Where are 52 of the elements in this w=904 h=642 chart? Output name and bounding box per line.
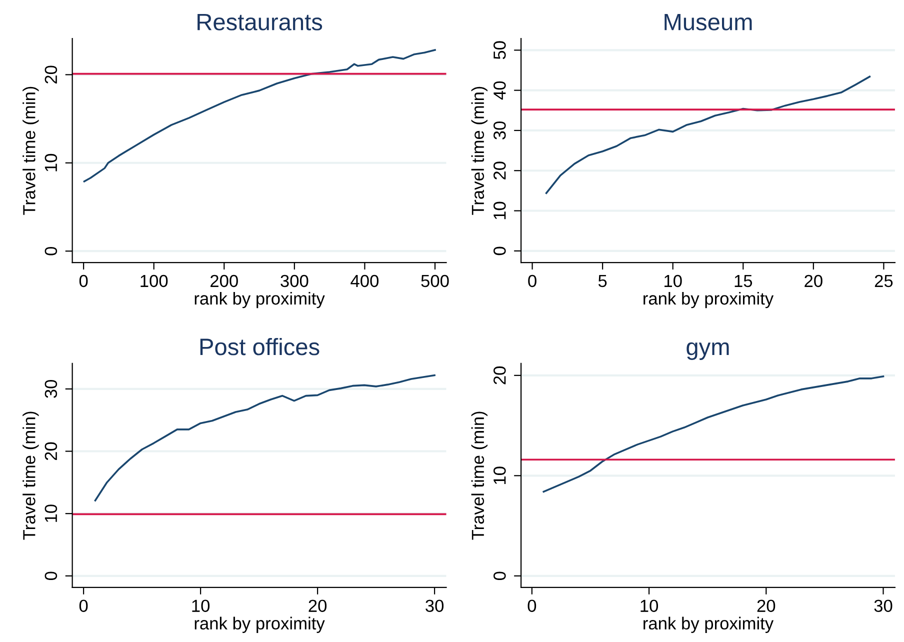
x-tick-label: 30 xyxy=(874,600,892,612)
x-tick-label: 10 xyxy=(640,600,658,612)
x-axis-title: rank by proximity xyxy=(644,292,774,308)
x-tick-label: 0 xyxy=(79,600,88,612)
chart-title: gym xyxy=(686,342,729,360)
x-tick-label: 20 xyxy=(757,600,776,612)
chart-title: Post offices xyxy=(200,338,320,356)
x-tick-label: 25 xyxy=(874,274,893,288)
line-series xyxy=(542,376,884,493)
x-tick-label: 0 xyxy=(528,600,536,612)
y-tick-label: 20 xyxy=(494,162,506,180)
y-tick-label: 20 xyxy=(44,66,58,84)
y-tick-label: 10 xyxy=(44,154,58,172)
x-tick-label: 10 xyxy=(192,600,210,612)
y-tick-label: 30 xyxy=(44,380,58,398)
y-tick-label: 10 xyxy=(494,466,506,484)
x-tick-label: 10 xyxy=(664,274,682,288)
y-axis-title: Travel time (min) xyxy=(471,86,488,215)
y-tick-label: 0 xyxy=(494,572,506,580)
x-tick-label: 5 xyxy=(598,275,607,288)
y-tick-label: 20 xyxy=(44,442,58,460)
y-tick-label: 40 xyxy=(494,81,506,100)
y-axis-title: Travel time (min) xyxy=(22,86,39,215)
y-tick-label: 0 xyxy=(494,246,506,256)
y-tick-label: 0 xyxy=(44,572,58,580)
chart-title: Museum xyxy=(664,14,752,30)
x-axis-title: rank by proximity xyxy=(194,292,325,308)
x-tick-label: 15 xyxy=(734,275,752,288)
line-series xyxy=(94,374,436,502)
line-series xyxy=(83,49,436,182)
y-axis-title: Travel time (min) xyxy=(22,412,39,540)
y-tick-label: 0 xyxy=(44,246,58,256)
y-tick-label: 10 xyxy=(44,504,58,522)
y-tick-label: 10 xyxy=(494,202,506,220)
y-tick-label: 50 xyxy=(494,41,506,60)
line-series xyxy=(545,76,871,194)
x-tick-label: 400 xyxy=(350,274,379,288)
x-axis-title: rank by proximity xyxy=(644,616,774,633)
y-tick-label: 20 xyxy=(494,366,506,384)
x-tick-label: 300 xyxy=(280,274,308,288)
x-tick-label: 30 xyxy=(426,600,444,612)
x-tick-label: 0 xyxy=(528,274,536,288)
x-axis-title: rank by proximity xyxy=(194,616,325,633)
x-tick-label: 20 xyxy=(804,274,822,288)
x-tick-label: 0 xyxy=(79,274,88,288)
y-axis-title: Travel time (min) xyxy=(471,412,488,540)
x-tick-label: 500 xyxy=(421,274,449,288)
x-tick-label: 200 xyxy=(210,274,238,288)
x-tick-label: 20 xyxy=(308,600,327,612)
x-tick-label: 100 xyxy=(140,274,168,288)
chart-title: Restaurants xyxy=(198,14,322,30)
y-tick-label: 30 xyxy=(494,121,506,140)
